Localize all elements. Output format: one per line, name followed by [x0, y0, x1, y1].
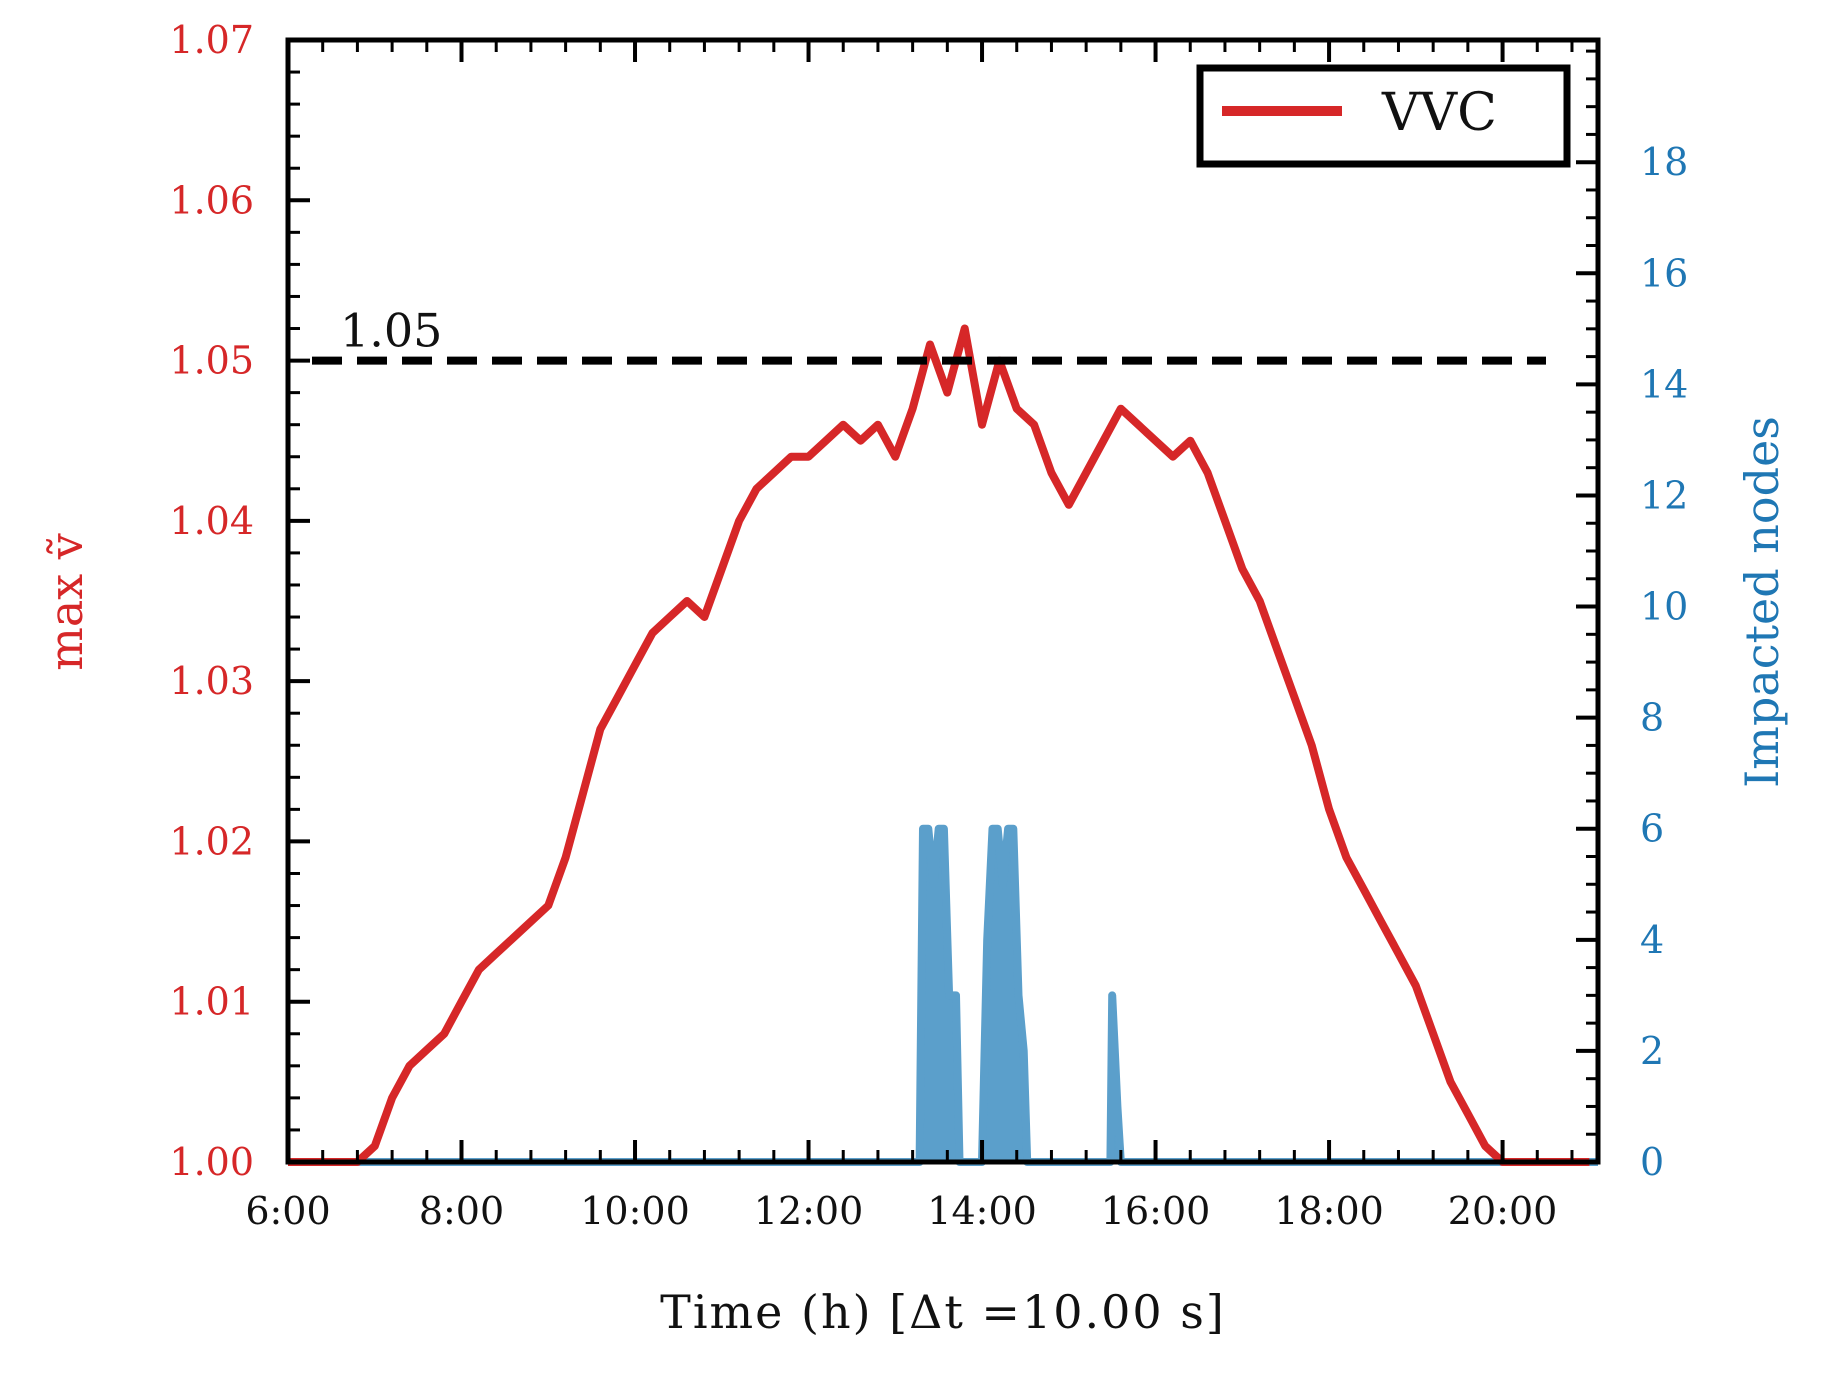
y-right-tick-label: 12 — [1640, 473, 1688, 517]
y-left-tick-label: 1.04 — [169, 499, 254, 543]
y-right-tick-label: 10 — [1640, 585, 1688, 629]
y-left-tick-label: 1.06 — [169, 178, 254, 222]
y-axis-label-right: Impacted nodes — [1735, 416, 1789, 788]
y-left-tick-label: 1.05 — [169, 339, 254, 383]
legend-box — [1196, 64, 1571, 168]
vvc-series-layer — [288, 324, 1590, 1166]
threshold-label: 1.05 — [340, 304, 442, 358]
x-tick-label: 6:00 — [245, 1189, 330, 1233]
y-left-tick-label: 1.02 — [169, 819, 254, 863]
y-right-tick-label: 0 — [1640, 1140, 1664, 1184]
y-left-tick-label: 1.01 — [169, 980, 254, 1024]
legend-label-vvc: VVC — [1381, 83, 1497, 143]
y-axis-label-left: max ṽ — [39, 533, 93, 671]
y-right-tick-label: 14 — [1640, 362, 1688, 406]
y-right-tick-label: 18 — [1640, 140, 1688, 184]
tick-labels: 1.00 1.01 1.02 1.03 1.04 1.05 1.06 1.07 0 2 4 6 8 10 1… — [169, 18, 1688, 1233]
y-right-tick-label: 2 — [1640, 1029, 1664, 1073]
y-right-tick-label: 16 — [1640, 251, 1688, 295]
x-tick-label: 14:00 — [927, 1189, 1037, 1233]
x-tick-label: 20:00 — [1448, 1189, 1558, 1233]
y-left-tick-label: 1.00 — [169, 1140, 254, 1184]
y-left-tick-label: 1.07 — [169, 18, 254, 62]
y-right-tick-label: 4 — [1640, 918, 1664, 962]
vvc-line — [288, 324, 1590, 1166]
impacted-nodes-area — [288, 828, 1598, 1162]
y-right-tick-label: 6 — [1640, 807, 1664, 851]
x-tick-label: 18:00 — [1274, 1189, 1384, 1233]
y-right-tick-label: 8 — [1640, 696, 1664, 740]
x-tick-label: 10:00 — [580, 1189, 690, 1233]
x-tick-label: 16:00 — [1101, 1189, 1211, 1233]
x-tick-label: 8:00 — [419, 1189, 504, 1233]
legend: VVC — [1196, 64, 1571, 168]
x-axis-label: Time (h) [Δt =10.00 s] — [660, 1285, 1226, 1339]
x-tick-label: 12:00 — [754, 1189, 864, 1233]
y-left-tick-label: 1.03 — [169, 659, 254, 703]
plot-frame — [285, 37, 1601, 1165]
